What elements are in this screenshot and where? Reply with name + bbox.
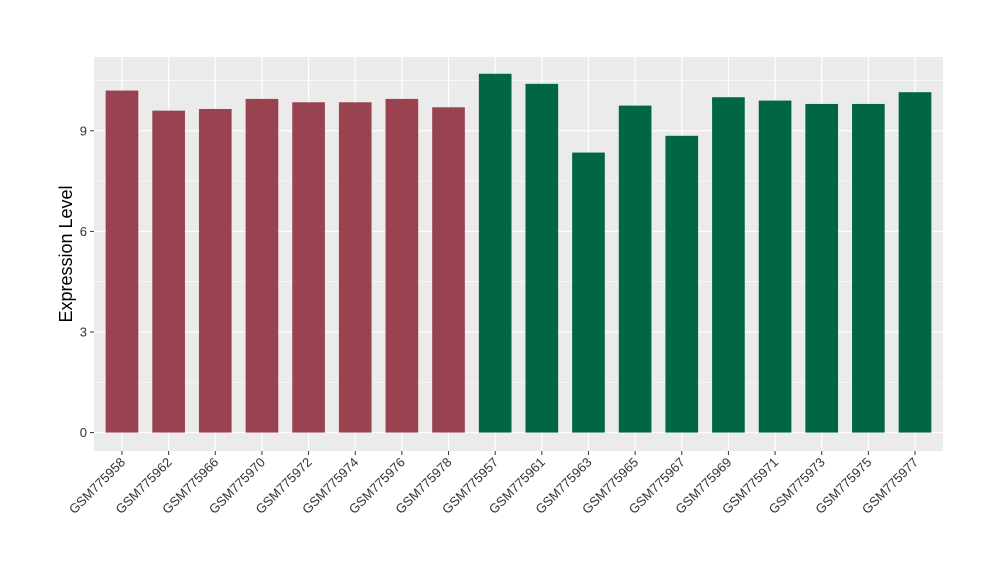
bar-GSM775975 (852, 103, 885, 433)
bar-GSM775967 (665, 135, 699, 433)
bar-GSM775971 (758, 100, 792, 433)
bar-GSM775958 (105, 90, 139, 433)
x-axis: GSM775958GSM775962GSM775966GSM775970GSM7… (66, 451, 921, 517)
bar-GSM775969 (712, 97, 745, 433)
bar-GSM775965 (618, 105, 652, 433)
y-tick-label: 3 (80, 324, 87, 339)
y-tick-label: 0 (80, 425, 87, 440)
y-axis-title: Expression Level (56, 185, 76, 322)
bar-GSM775976 (385, 98, 419, 433)
bar-GSM775957 (478, 73, 512, 433)
y-tick-label: 6 (80, 224, 87, 239)
bar-GSM775978 (432, 107, 465, 433)
bar-GSM775974 (338, 102, 372, 433)
bars (105, 73, 932, 433)
bar-GSM775962 (152, 110, 185, 433)
bar-GSM775963 (572, 152, 605, 433)
bar-GSM775966 (198, 108, 232, 433)
bar-GSM775977 (898, 92, 932, 433)
y-tick-label: 9 (80, 123, 87, 138)
bar-GSM775970 (245, 98, 279, 433)
bar-GSM775973 (805, 103, 839, 433)
y-axis: 0 3 6 9 (80, 123, 94, 440)
plot-panel (94, 57, 943, 451)
bar-GSM775961 (525, 83, 559, 433)
bar-GSM775972 (292, 102, 325, 433)
